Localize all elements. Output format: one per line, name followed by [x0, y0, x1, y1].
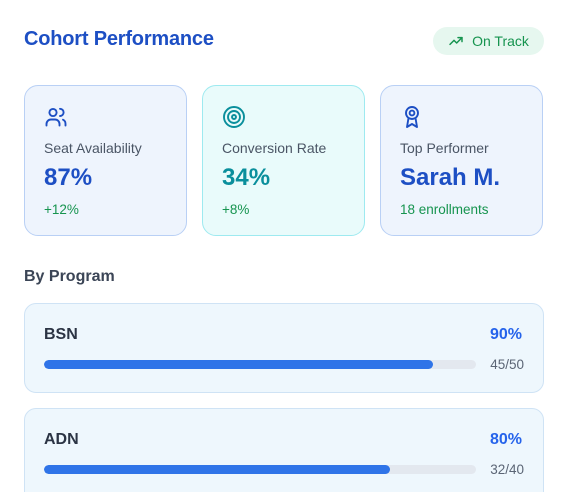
progress-track [44, 360, 476, 369]
status-badge-label: On Track [472, 33, 529, 49]
users-icon [44, 105, 68, 129]
program-card-adn: ADN 80% 32/40 [24, 408, 544, 492]
progress-track [44, 465, 476, 474]
stat-label: Top Performer [400, 140, 489, 156]
stat-change: +12% [44, 202, 79, 217]
program-card-bsn: BSN 90% 45/50 [24, 303, 544, 393]
stat-value: 34% [222, 164, 271, 191]
stat-label: Conversion Rate [222, 140, 327, 156]
program-count: 32/40 [490, 462, 524, 477]
stat-card-conversion-rate: Conversion Rate 34% +8% [202, 85, 365, 236]
stat-card-top-performer: Top Performer Sarah M. 18 enrollments [380, 85, 543, 236]
page-title: Cohort Performance [24, 28, 214, 50]
award-icon [400, 105, 424, 129]
program-name: ADN [44, 431, 79, 448]
stat-card-seat-availability: Seat Availability 87% +12% [24, 85, 187, 236]
progress-fill [44, 360, 433, 369]
trending-up-icon [448, 33, 464, 49]
section-title-by-program: By Program [24, 268, 115, 285]
program-count: 45/50 [490, 357, 524, 372]
stat-value: 87% [44, 164, 93, 191]
status-badge: On Track [433, 27, 544, 55]
progress-fill [44, 465, 390, 474]
program-name: BSN [44, 326, 78, 343]
stat-value: Sarah M. [400, 164, 501, 191]
program-percent: 90% [489, 326, 522, 343]
stat-label: Seat Availability [44, 140, 142, 156]
program-percent: 80% [489, 431, 522, 448]
stat-detail: 18 enrollments [400, 202, 489, 217]
target-icon [222, 105, 246, 129]
stat-change: +8% [222, 202, 250, 217]
